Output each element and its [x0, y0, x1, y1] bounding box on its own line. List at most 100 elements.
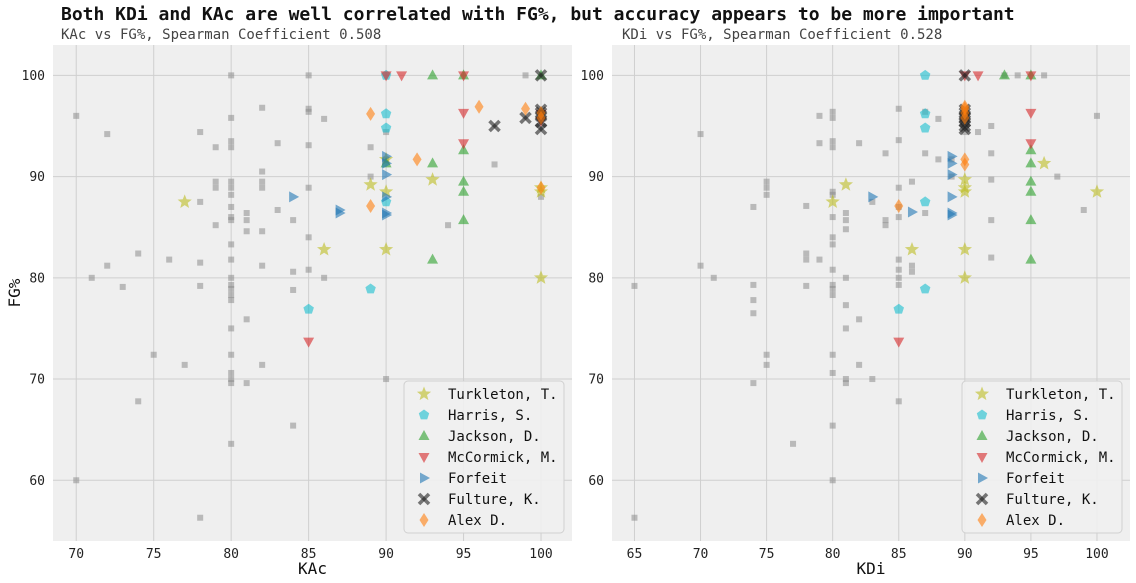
other-player-point — [290, 217, 296, 223]
legend-label-alex-d: Alex D. — [1006, 513, 1065, 529]
y-tick-label: 90 — [588, 170, 604, 185]
x-tick-label: 65 — [627, 547, 643, 562]
other-player-point — [896, 267, 902, 273]
other-player-point — [869, 376, 875, 382]
other-player-point — [631, 515, 637, 521]
x-tick-label: 95 — [456, 547, 472, 562]
other-player-point — [228, 144, 234, 150]
other-player-point — [988, 217, 994, 223]
other-player-point — [843, 275, 849, 281]
other-player-point — [306, 185, 312, 191]
y-tick-label: 70 — [29, 373, 45, 388]
other-player-point — [922, 210, 928, 216]
other-player-point — [166, 257, 172, 263]
other-player-point — [988, 255, 994, 261]
other-player-point — [830, 286, 836, 292]
other-player-point — [151, 352, 157, 358]
other-player-point — [764, 185, 770, 191]
other-player-point — [988, 177, 994, 183]
x-tick-label: 95 — [1023, 547, 1039, 562]
other-player-point — [816, 257, 822, 263]
other-player-point — [896, 398, 902, 404]
other-player-point — [228, 370, 234, 376]
other-player-point — [1054, 174, 1060, 180]
other-player-point — [803, 251, 809, 257]
other-player-point — [711, 275, 717, 281]
legend-label-mccormick-m: McCormick, M. — [448, 450, 558, 466]
other-player-point — [830, 144, 836, 150]
other-player-point — [306, 72, 312, 78]
other-player-point — [698, 131, 704, 137]
other-player-point — [856, 316, 862, 322]
other-player-point — [228, 72, 234, 78]
other-player-point — [830, 115, 836, 121]
other-player-point — [896, 275, 902, 281]
other-player-point — [909, 263, 915, 269]
other-player-point — [445, 222, 451, 228]
other-player-point — [750, 297, 756, 303]
other-player-point — [228, 257, 234, 263]
other-player-point — [883, 150, 889, 156]
x-tick-label: 85 — [891, 547, 907, 562]
other-player-point — [856, 362, 862, 368]
other-player-point — [228, 352, 234, 358]
other-player-point — [830, 267, 836, 273]
other-player-point — [228, 325, 234, 331]
other-player-point — [750, 380, 756, 386]
other-player-point — [830, 234, 836, 240]
other-player-point — [803, 203, 809, 209]
other-player-point — [790, 441, 796, 447]
other-player-point — [244, 228, 250, 234]
other-player-point — [830, 138, 836, 144]
y-tick-label: 100 — [581, 69, 604, 84]
y-axis-label: FG% — [5, 278, 24, 307]
y-tick-label: 80 — [29, 271, 45, 286]
other-player-point — [213, 144, 219, 150]
other-player-point — [306, 234, 312, 240]
other-player-point — [909, 269, 915, 275]
x-tick-label: 100 — [529, 547, 552, 562]
other-player-point — [830, 352, 836, 358]
other-player-point — [1041, 72, 1047, 78]
other-player-point — [816, 113, 822, 119]
other-player-point — [290, 423, 296, 429]
other-player-point — [213, 222, 219, 228]
other-player-point — [843, 302, 849, 308]
other-player-point — [816, 140, 822, 146]
other-player-point — [228, 138, 234, 144]
legend-label-forfeit: Forfeit — [1006, 471, 1065, 487]
x-tick-label: 70 — [68, 547, 84, 562]
other-player-point — [321, 275, 327, 281]
other-player-point — [750, 282, 756, 288]
other-player-point — [228, 115, 234, 121]
other-player-point — [321, 116, 327, 122]
other-player-point — [120, 284, 126, 290]
other-player-point — [197, 283, 203, 289]
y-tick-label: 90 — [29, 170, 45, 185]
other-player-point — [306, 267, 312, 273]
other-player-point — [935, 156, 941, 162]
other-player-point — [830, 109, 836, 115]
other-player-point — [856, 140, 862, 146]
other-player-point — [228, 286, 234, 292]
other-player-point — [843, 380, 849, 386]
other-player-point — [259, 169, 265, 175]
other-player-point — [275, 140, 281, 146]
other-player-point — [830, 423, 836, 429]
other-player-point — [764, 192, 770, 198]
other-player-point — [764, 362, 770, 368]
other-player-point — [197, 199, 203, 205]
other-player-point — [830, 477, 836, 483]
other-player-point — [197, 129, 203, 135]
other-player-point — [244, 380, 250, 386]
other-player-point — [228, 297, 234, 303]
other-player-point — [228, 380, 234, 386]
x-axis-label: KDi — [857, 559, 886, 578]
legend-label-harris-s: Harris, S. — [1006, 408, 1090, 424]
other-player-point — [228, 179, 234, 185]
x-tick-label: 90 — [957, 547, 973, 562]
other-player-point — [988, 150, 994, 156]
y-tick-label: 100 — [22, 69, 45, 84]
other-player-point — [259, 228, 265, 234]
